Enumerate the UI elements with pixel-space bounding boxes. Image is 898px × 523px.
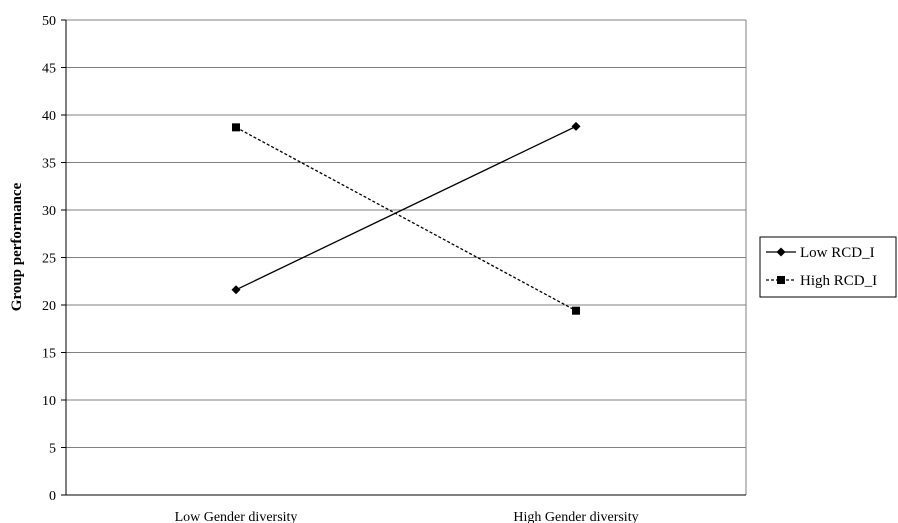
series-line [235,125,577,291]
data-point [572,306,580,315]
y-axis-title: Group performance [9,182,25,311]
legend-label: High RCD_I [800,273,877,289]
series-group [231,121,581,315]
legend-box [759,236,897,298]
y-tick-label: 15 [42,347,56,362]
y-tick-label: 5 [49,442,56,457]
x-tick-label: High Gender diversity [513,510,638,523]
x-tick-label: Low Gender diversity [175,510,298,523]
y-tick-label: 35 [42,157,56,172]
y-tick-label: 45 [42,62,56,77]
data-point [231,285,241,295]
legend-marker [777,276,785,284]
series-2 [232,123,580,315]
series-line [235,126,577,312]
y-tick-label: 20 [42,299,56,314]
data-point [232,123,240,132]
legend-marker [776,247,786,257]
y-tick-labels: 0 5 10 15 20 25 30 35 40 45 50 [42,14,66,504]
legend-label: Low RCD_I [800,245,875,261]
data-point [571,121,581,131]
series-1 [231,121,581,295]
y-tick-label: 40 [42,109,56,124]
y-tick-label: 50 [42,14,56,29]
y-tick-label: 10 [42,394,56,409]
legend: Low RCD_I High RCD_I [759,236,897,298]
y-tick-label: 0 [49,489,56,504]
y-tick-label: 30 [42,204,56,219]
x-tick-labels: Low Gender diversity High Gender diversit… [175,510,639,523]
y-tick-label: 25 [42,252,56,267]
grid-lines [65,19,747,496]
